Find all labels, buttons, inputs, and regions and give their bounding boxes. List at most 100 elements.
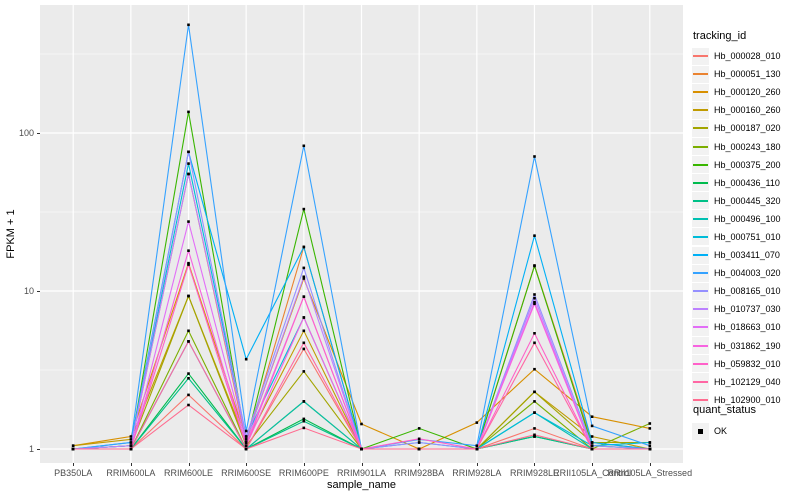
y-axis-title: FPKM + 1 [5,209,17,259]
legend-key [692,282,709,300]
data-point [244,438,248,441]
legend-key [692,391,709,409]
legend-item-label: Hb_102900_010 [714,394,781,405]
legend-line-icon [693,362,708,365]
data-point [590,415,594,418]
legend-item-label: Hb_000120_260 [714,87,781,98]
plot-panel [40,5,683,463]
data-point [187,110,190,114]
x-tick-label: RRII105LA_Control [553,468,632,478]
legend-item-label: Hb_000187_020 [714,123,781,134]
legend-quant-title: quant_status [693,404,756,416]
legend-line-icon [693,326,708,329]
data-point [187,294,190,298]
x-tick-mark [73,463,75,466]
x-tick-mark [534,463,536,466]
legend-item: Hb_000120_260 [692,83,781,101]
data-point [302,144,306,148]
legend-item-label: Hb_000436_110 [714,177,780,188]
legend-item: Hb_000436_110 [692,174,781,192]
legend-line-icon [693,181,708,184]
x-tick-label: RRIM600LE [164,468,214,478]
legend-item-label: Hb_018663_010 [714,322,781,333]
legend-line-icon [693,254,708,257]
legend-item: Hb_010737_030 [692,300,781,318]
data-point [302,316,306,319]
y-tick-mark [37,291,40,292]
legend-line-icon [693,55,708,58]
legend-line-icon [693,235,708,238]
legend-item-quant-ok: OK [692,422,727,440]
legend-key [692,337,709,355]
legend-item-label: Hb_008165_010 [714,286,781,297]
legend-item-label: Hb_003411_070 [714,250,780,261]
data-point [533,390,536,394]
data-point [533,302,536,306]
data-point [129,444,133,447]
legend-key [692,119,709,137]
data-point [187,263,190,266]
legend-line-icon [693,380,708,383]
data-point [533,433,536,437]
x-tick-mark [246,463,248,466]
legend-item-label: Hb_000243_180 [714,141,781,152]
data-point [187,393,190,397]
data-point [302,295,306,298]
x-tick-label: RRIM600SE [221,468,272,478]
x-tick-label: RRIM928BA [394,468,445,478]
data-point [129,435,133,438]
legend-item-label: Hb_000051_130 [714,69,781,80]
legend-item: Hb_000375_200 [692,156,781,174]
legend-item: Hb_102900_010 [692,391,781,409]
data-point [302,417,306,421]
data-point [187,261,190,265]
legend-item: Hb_000187_020 [692,119,781,137]
data-point [187,377,190,380]
legend-line-icon [693,344,708,347]
data-point [533,367,536,371]
data-point [302,426,306,430]
data-point [302,347,306,351]
data-point [648,444,652,447]
data-point [187,172,190,176]
legend-line-icon [693,73,708,76]
legend-line-icon [693,290,708,293]
legend-item-label: Hb_000160_260 [714,105,781,116]
data-point [71,444,75,447]
y-tick-label: 10 [23,285,34,296]
legend-item-label: Hb_000496_100 [714,213,781,224]
legend-key [692,422,709,440]
legend-item: Hb_102129_040 [692,373,781,391]
x-tick-mark [188,463,190,466]
data-point [302,275,306,279]
legend-key [692,300,709,318]
data-point [302,400,306,403]
data-point [590,447,594,451]
data-point [187,372,190,375]
data-point [533,264,536,268]
legend-key [692,373,709,391]
data-point [244,441,248,444]
legend-item: Hb_000751_010 [692,228,781,246]
data-point [129,438,133,441]
x-tick-mark [419,463,421,466]
legend-item: Hb_000028_010 [692,47,781,65]
data-point [187,329,190,333]
legend-key [692,101,709,119]
data-point [302,341,306,345]
legend-item: Hb_000445_320 [692,192,781,210]
data-point [417,441,421,444]
legend-item: Hb_000243_180 [692,137,781,156]
data-point [244,447,248,451]
data-point [71,447,75,451]
legend-item-label: Hb_000751_010 [714,231,781,242]
data-point [533,296,536,300]
data-point [244,429,248,433]
x-tick-mark [361,463,363,466]
legend-key [692,83,709,101]
data-point [360,447,363,451]
legend-item-label: Hb_000445_320 [714,195,781,206]
legend-line-icon [693,398,708,401]
x-tick-label: RRIM901LA [336,468,387,478]
